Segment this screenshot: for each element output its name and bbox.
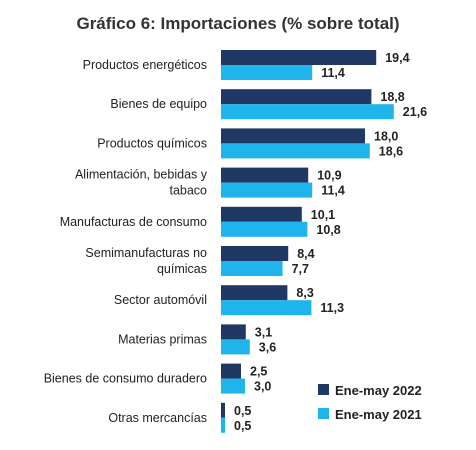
data-label: 11,3 <box>320 301 344 315</box>
data-label: 10,9 <box>317 169 341 183</box>
bar-2021 <box>221 65 313 80</box>
bar-2021 <box>221 104 394 120</box>
bar-2021 <box>221 378 245 394</box>
category-label: Materias primas <box>118 332 207 346</box>
bar-2022 <box>221 50 377 65</box>
data-label: 19,4 <box>385 51 409 65</box>
data-label: 3,6 <box>259 340 276 354</box>
data-label: 7,7 <box>292 262 309 276</box>
category-label: Bienes de equipo <box>110 97 207 111</box>
category-label: Bienes de consumo duradero <box>44 372 207 386</box>
bar-2021 <box>221 182 313 198</box>
bar-2022 <box>221 402 225 418</box>
data-label: 3,0 <box>254 380 271 394</box>
bar-2021 <box>221 300 312 316</box>
category-label: Productos energéticos <box>83 58 207 72</box>
bar-2021 <box>221 143 370 159</box>
bar-2021 <box>221 339 250 355</box>
data-label: 18,6 <box>379 144 403 158</box>
bar-2022 <box>221 206 302 222</box>
category-label: Manufacturas de consumo <box>60 215 207 229</box>
bar-2022 <box>221 167 309 183</box>
data-label: 0,5 <box>234 419 251 433</box>
data-label: 2,5 <box>250 365 267 379</box>
category-label: Alimentación, bebidas y tabaco <box>75 168 208 198</box>
data-label: 0,5 <box>234 404 251 418</box>
bar-2022 <box>221 246 289 261</box>
data-label: 10,1 <box>311 208 335 222</box>
category-label: Semimanufacturas no químicas <box>85 246 207 276</box>
category-label: Sector automóvil <box>114 293 207 307</box>
data-label: 11,4 <box>321 66 345 80</box>
legend-label: Ene-may 2021 <box>335 407 422 422</box>
data-label: 10,8 <box>316 223 340 237</box>
data-label: 21,6 <box>403 105 427 119</box>
data-label: 3,1 <box>255 325 272 339</box>
category-label: Productos químicos <box>97 136 207 150</box>
data-label: 18,0 <box>374 129 398 143</box>
legend-swatch <box>318 408 329 419</box>
bar-2022 <box>221 89 372 105</box>
category-label: Otras mercancías <box>108 411 207 425</box>
bar-2021 <box>221 417 225 433</box>
bar-2021 <box>221 261 283 276</box>
data-label: 8,3 <box>296 286 313 300</box>
bar-2022 <box>221 285 288 301</box>
bar-2022 <box>221 324 246 340</box>
bar-2022 <box>221 128 365 144</box>
bar-2021 <box>221 221 308 237</box>
legend-label: Ene-may 2022 <box>335 383 422 398</box>
data-label: 8,4 <box>297 247 314 261</box>
bar-2022 <box>221 363 241 379</box>
chart-title: Gráfico 6: Importaciones (% sobre total) <box>76 14 400 33</box>
legend-swatch <box>318 384 329 395</box>
data-label: 11,4 <box>321 184 345 198</box>
data-label: 18,8 <box>380 90 404 104</box>
